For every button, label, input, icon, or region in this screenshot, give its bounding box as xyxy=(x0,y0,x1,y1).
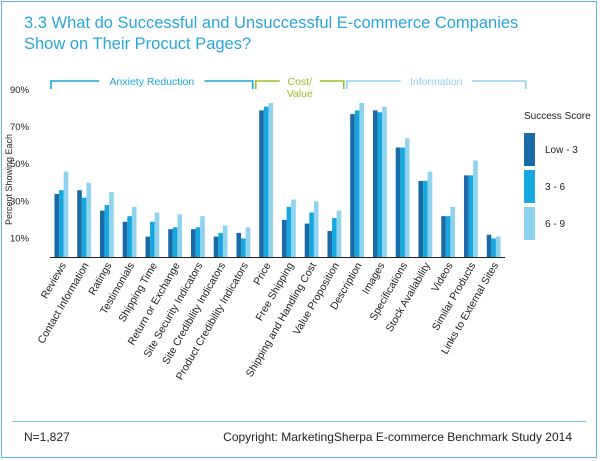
legend-title: Success Score xyxy=(524,111,591,122)
bar xyxy=(104,205,110,257)
bar xyxy=(291,199,296,257)
bar xyxy=(268,102,274,258)
bar xyxy=(99,210,105,257)
legend-label: 3 - 6 xyxy=(545,182,565,193)
bar xyxy=(195,227,201,257)
sample-size-note: N=1,827 xyxy=(24,430,70,444)
y-tick-label: 90% xyxy=(10,85,30,96)
y-tick-label: 30% xyxy=(10,196,30,207)
bar xyxy=(463,175,469,257)
bar xyxy=(154,212,160,257)
bar xyxy=(327,231,333,257)
bar xyxy=(286,206,292,257)
y-tick-label: 70% xyxy=(10,122,30,133)
bar xyxy=(304,223,310,257)
bar xyxy=(131,206,137,257)
bar xyxy=(213,236,219,257)
bar xyxy=(468,175,474,257)
bar xyxy=(77,190,82,257)
legend-swatch xyxy=(524,207,535,240)
bar xyxy=(372,110,378,257)
category-label: Price xyxy=(251,260,273,287)
bar xyxy=(309,212,314,257)
y-tick-label: 10% xyxy=(10,233,30,244)
y-axis-label: Percent Showing Each xyxy=(4,134,14,225)
y-axis: 10% 30% 50% 70% 90% Percent Showing Each xyxy=(4,85,30,244)
group-label: Value xyxy=(287,88,313,100)
bar xyxy=(150,221,155,257)
bar xyxy=(336,210,342,257)
bar xyxy=(245,227,251,257)
bar xyxy=(236,232,242,257)
bar xyxy=(450,206,456,257)
bar xyxy=(486,234,492,257)
copyright-note: Copyright: MarketingSherpa E-commerce Be… xyxy=(223,430,572,444)
bar xyxy=(332,218,337,257)
bar xyxy=(190,229,196,257)
bar xyxy=(86,182,92,257)
bar xyxy=(177,214,183,257)
bar xyxy=(109,192,114,257)
group-label: Anxiety Reduction xyxy=(110,76,195,88)
group-bracket xyxy=(50,80,254,89)
legend-label: 6 - 9 xyxy=(545,219,565,230)
bar xyxy=(427,171,433,257)
bar xyxy=(259,110,264,257)
category-group-brackets: Anxiety Reduction Cost/Value Information xyxy=(50,76,527,100)
bar xyxy=(400,147,405,257)
bar xyxy=(59,190,64,257)
bar xyxy=(281,219,287,257)
bar xyxy=(404,138,410,257)
bar xyxy=(382,106,387,257)
bar xyxy=(441,216,446,257)
bar xyxy=(122,221,128,257)
legend-swatch xyxy=(524,170,535,203)
footer-divider xyxy=(12,421,586,422)
bar xyxy=(445,216,451,257)
bar xyxy=(354,110,360,257)
group-bracket xyxy=(345,80,527,89)
bar xyxy=(63,171,69,257)
bar xyxy=(350,114,355,258)
bar xyxy=(200,216,205,257)
legend: Success Score Low - 3 3 - 6 6 - 9 xyxy=(524,111,591,240)
bar xyxy=(54,193,60,257)
bar xyxy=(423,180,428,257)
bar xyxy=(172,227,178,257)
bar xyxy=(313,201,319,257)
bar xyxy=(495,236,501,257)
bar-series xyxy=(54,102,501,258)
bar xyxy=(241,238,246,257)
bar xyxy=(395,147,401,257)
bar xyxy=(218,232,223,257)
bar xyxy=(145,236,151,257)
legend-swatch xyxy=(524,133,535,166)
bar xyxy=(359,102,365,258)
group-bracket xyxy=(254,80,345,89)
bar xyxy=(418,180,424,257)
y-tick-label: 50% xyxy=(10,159,30,170)
bar xyxy=(473,160,478,257)
bar xyxy=(168,229,173,257)
bar xyxy=(222,225,228,257)
bar xyxy=(263,106,269,257)
chart-title: 3.3 What do Successful and Unsuccessful … xyxy=(24,14,519,53)
bar xyxy=(127,216,132,257)
bar xyxy=(377,112,383,258)
bar xyxy=(491,238,496,257)
legend-label: Low - 3 xyxy=(545,145,578,156)
bar xyxy=(81,197,87,257)
group-label: Cost/ xyxy=(287,76,312,88)
group-label: Information xyxy=(410,76,463,88)
